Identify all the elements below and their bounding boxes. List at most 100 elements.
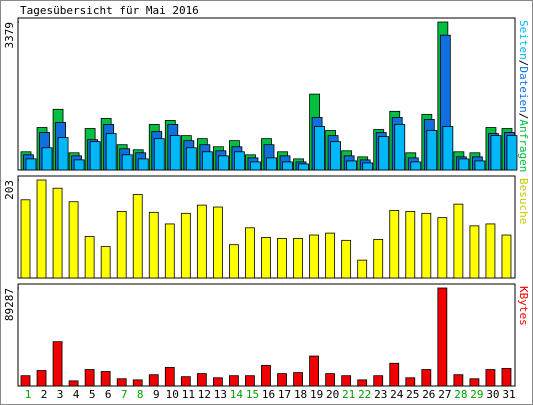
legend-entry: Seiten: [517, 20, 530, 60]
bar: [309, 355, 319, 387]
bar: [373, 375, 384, 387]
bar: [266, 157, 277, 171]
x-tick-label: 6: [105, 388, 112, 401]
bar: [453, 374, 464, 387]
bar: [442, 126, 454, 171]
bar: [180, 376, 191, 387]
bar: [116, 378, 127, 387]
x-tick-label: 4: [73, 388, 80, 401]
bar: [185, 147, 197, 171]
x-tick-label: 15: [246, 388, 259, 401]
bar: [357, 259, 368, 279]
x-tick-label: 7: [121, 388, 128, 401]
bar: [325, 373, 336, 387]
bar: [196, 373, 207, 387]
x-tick-label: 27: [438, 388, 451, 401]
x-tick-label: 31: [502, 388, 515, 401]
bar: [410, 161, 422, 171]
bar: [229, 244, 239, 279]
bar: [389, 210, 400, 279]
x-tick-label: 18: [294, 388, 307, 401]
bar: [132, 194, 143, 279]
bar: [234, 151, 245, 171]
x-tick-label: 10: [166, 388, 179, 401]
bar: [201, 151, 213, 171]
bar: [212, 206, 223, 279]
bar: [298, 163, 309, 171]
bar: [405, 210, 416, 279]
legend-separator: /: [517, 113, 530, 120]
bar: [394, 124, 406, 171]
bar: [36, 370, 47, 387]
bar: [421, 369, 432, 387]
x-tick-label: 9: [153, 388, 160, 401]
x-tick-label: 28: [454, 388, 467, 401]
bar: [261, 364, 271, 387]
x-tick-label: 12: [198, 388, 211, 401]
bar: [196, 204, 207, 279]
bar: [73, 159, 85, 171]
bar: [341, 375, 352, 387]
bar: [277, 238, 287, 279]
bar: [20, 199, 31, 279]
x-tick-label: 29: [470, 388, 483, 401]
bar: [357, 379, 368, 387]
bar: [89, 141, 101, 171]
bar: [501, 234, 512, 279]
bar: [229, 375, 239, 387]
y-tick-label: 89287: [3, 288, 16, 321]
x-tick-label: 14: [230, 388, 244, 401]
legend: KBytes: [517, 286, 530, 326]
bar: [245, 375, 255, 387]
legend: Besuche: [517, 178, 530, 224]
bar: [458, 158, 470, 171]
bar: [164, 367, 175, 387]
x-tick-label: 2: [41, 388, 48, 401]
bar: [453, 203, 464, 279]
x-tick-label: 8: [137, 388, 144, 401]
bar: [293, 238, 303, 279]
chart-title: Tagesübersicht für Mai 2016: [20, 4, 199, 17]
bar: [164, 223, 175, 279]
legend-entry: Dateien: [517, 66, 530, 112]
bar: [20, 375, 31, 387]
bar: [346, 160, 358, 171]
x-tick-label: 13: [214, 388, 227, 401]
bar: [309, 234, 319, 279]
bar: [57, 137, 69, 171]
legend-entry: Anfragen: [517, 119, 530, 172]
x-tick-label: 20: [326, 388, 339, 401]
bar: [84, 369, 95, 387]
bar: [293, 372, 303, 387]
bar: [474, 160, 486, 171]
x-tick-label: 17: [278, 388, 291, 401]
x-tick-label: 22: [358, 388, 371, 401]
bar: [421, 212, 432, 279]
bar: [389, 362, 400, 387]
x-tick-label: 26: [422, 388, 435, 401]
bar: [68, 380, 79, 387]
bar: [52, 187, 63, 279]
x-tick-label: 3: [57, 388, 64, 401]
bar: [116, 210, 127, 279]
bar: [217, 155, 229, 171]
bar: [437, 287, 448, 387]
bar: [245, 227, 255, 279]
bar: [373, 238, 384, 279]
x-tick-label: 1: [25, 388, 32, 401]
bar: [277, 373, 287, 387]
x-tick-label: 21: [342, 388, 355, 401]
bar: [153, 138, 165, 171]
bar: [250, 161, 261, 171]
bar: [506, 135, 518, 171]
bar: [405, 377, 416, 387]
bar: [84, 236, 95, 279]
bar: [282, 161, 293, 171]
bar: [132, 379, 143, 387]
bar: [330, 141, 342, 171]
legend-entry: Besuche: [517, 178, 530, 224]
bar: [212, 377, 223, 387]
bar: [426, 130, 438, 171]
